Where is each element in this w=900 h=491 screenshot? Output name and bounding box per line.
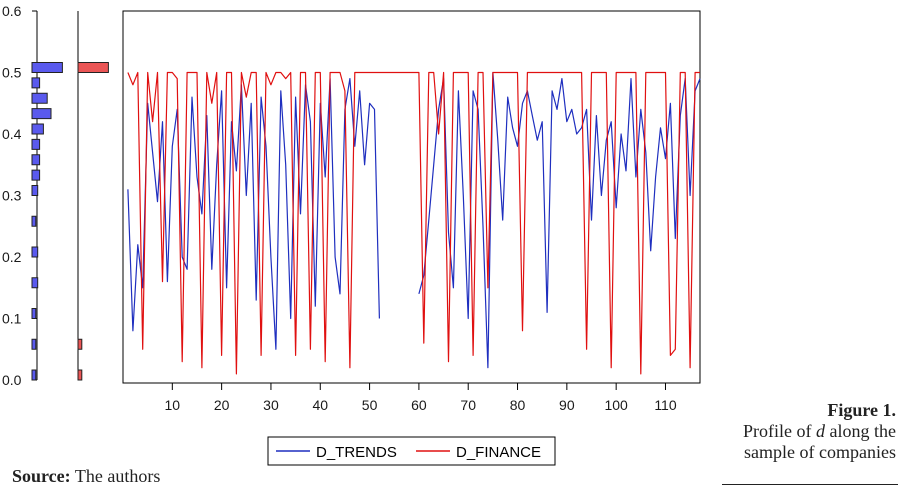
- series-line-d-trends: [127, 71, 701, 369]
- legend-label-d-finance: D_FINANCE: [456, 444, 541, 461]
- caption-line-2: sample of companies: [744, 442, 896, 462]
- hist-bar: [31, 338, 37, 350]
- hist-bar: [31, 369, 37, 381]
- x-tick-label: 90: [559, 397, 575, 413]
- histogram-d-trends: [31, 62, 63, 381]
- hist-bar: [31, 308, 37, 319]
- legend-box: [267, 436, 556, 466]
- x-tick-label: 20: [214, 397, 230, 413]
- x-tick-label: 40: [312, 397, 328, 413]
- caption-line1-pre: Profile of: [743, 421, 817, 441]
- x-tick-label: 70: [460, 397, 476, 413]
- plot-area-frame: [122, 10, 701, 384]
- series-line-d-finance: [127, 71, 700, 375]
- caption-line1-var: d: [816, 421, 826, 441]
- y-tick-label: 0.3: [2, 188, 22, 204]
- hist-bar: [31, 108, 52, 120]
- x-tick-label: 100: [604, 397, 628, 413]
- hist-bar: [31, 123, 44, 135]
- caption-line-1: Profile of d along the: [743, 421, 896, 442]
- y-tick-label: 0.1: [2, 311, 22, 327]
- source-text: The authors: [74, 466, 161, 486]
- y-tick-label: 0.6: [2, 3, 22, 19]
- hist-bar: [31, 154, 41, 166]
- hist-bar: [77, 62, 109, 73]
- y-tick-label: 0.4: [2, 126, 22, 142]
- legend: D_TRENDS D_FINANCE: [267, 436, 556, 466]
- hist-bar: [31, 185, 39, 196]
- x-tick-label: 60: [411, 397, 427, 413]
- hist-bar: [31, 138, 41, 150]
- x-tick-label: 10: [165, 397, 181, 413]
- series-lines: [127, 71, 701, 375]
- x-tick-label: 30: [263, 397, 279, 413]
- hist-bar: [31, 77, 41, 89]
- caption-line1-post: along the: [825, 421, 896, 441]
- hist-bar: [31, 62, 63, 73]
- x-axis: 10 20 30 40 50 60 70 80 90 100 110: [165, 383, 677, 413]
- figure-label: Figure 1.: [827, 400, 896, 420]
- source-label: Source:: [12, 466, 71, 486]
- x-tick-label: 50: [362, 397, 378, 413]
- x-tick-label: 80: [510, 397, 526, 413]
- hist-bar: [31, 169, 41, 181]
- y-tick-label: 0.5: [2, 65, 22, 81]
- hist-bar: [31, 246, 39, 258]
- hist-bar: [77, 369, 83, 381]
- hist-bar: [31, 215, 37, 227]
- hist-bar: [31, 277, 39, 289]
- legend-label-d-trends: D_TRENDS: [316, 444, 397, 461]
- hist-bar: [77, 338, 83, 350]
- x-tick-label: 110: [654, 397, 677, 413]
- caption-rule: [722, 484, 898, 485]
- histogram-d-finance: [77, 11, 109, 381]
- hist-bar: [31, 92, 48, 104]
- y-tick-label: 0.2: [2, 249, 22, 265]
- source-note: Source: The authors: [12, 466, 160, 487]
- y-tick-label: 0.0: [2, 372, 22, 388]
- figure-caption: Figure 1. Profile of d along the sample …: [743, 400, 896, 463]
